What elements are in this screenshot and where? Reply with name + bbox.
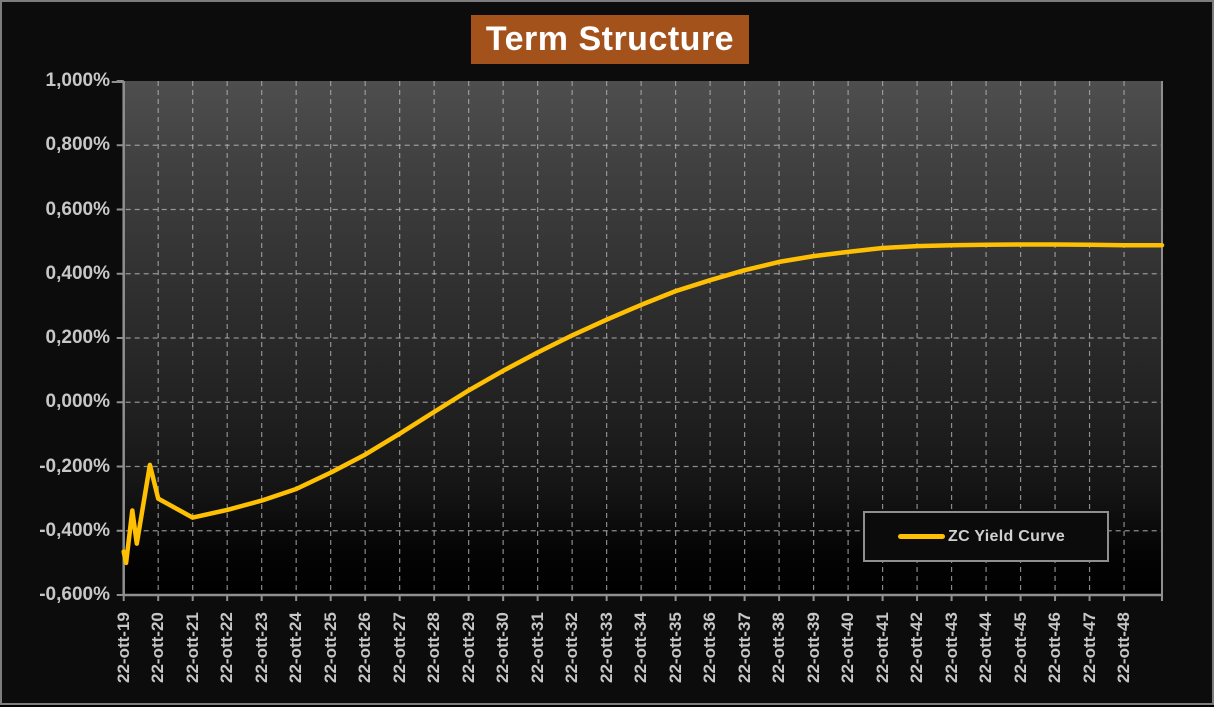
y-axis-label: 0,800% xyxy=(45,134,110,156)
gridlines xyxy=(125,81,1162,594)
x-axis-label: 22-ott-22 xyxy=(217,612,237,683)
y-axis-label: 0,000% xyxy=(45,391,110,413)
legend-label: ZC Yield Curve xyxy=(948,527,1066,545)
x-axis-label: 22-ott-29 xyxy=(458,612,478,683)
x-axis-label: 22-ott-40 xyxy=(838,612,858,683)
x-axis-label: 22-ott-33 xyxy=(596,612,616,683)
x-axis-label: 22-ott-36 xyxy=(700,612,720,683)
x-axis-label: 22-ott-46 xyxy=(1045,612,1065,683)
chart-title: Term Structure xyxy=(471,15,749,64)
x-axis-label: 22-ott-39 xyxy=(803,612,823,683)
y-axis-label: 1,000% xyxy=(45,70,110,91)
x-axis-label: 22-ott-43 xyxy=(941,612,961,683)
x-axis-label: 22-ott-45 xyxy=(1010,612,1030,683)
x-axis-label: 22-ott-23 xyxy=(251,612,271,683)
x-axis-label: 22-ott-41 xyxy=(872,612,892,683)
x-axis-label: 22-ott-24 xyxy=(286,612,306,683)
x-axis-label: 22-ott-19 xyxy=(113,612,133,683)
x-axis-label: 22-ott-48 xyxy=(1114,612,1134,683)
x-axis-label: 22-ott-26 xyxy=(355,612,375,683)
x-axis-label: 22-ott-47 xyxy=(1079,612,1099,683)
x-axis-label: 22-ott-27 xyxy=(389,612,409,683)
y-axis-label: -0,200% xyxy=(39,455,110,477)
y-axis-label: 0,600% xyxy=(45,198,110,220)
x-axis-label: 22-ott-31 xyxy=(527,612,547,683)
x-axis-label: 22-ott-21 xyxy=(182,612,202,683)
x-axis-label: 22-ott-42 xyxy=(907,612,927,683)
y-axis-label: 0,400% xyxy=(45,262,110,284)
axes xyxy=(111,80,1163,601)
y-axis-label: 0,200% xyxy=(45,327,110,348)
x-axis-label: 22-ott-28 xyxy=(424,612,444,683)
x-axis-label: 22-ott-35 xyxy=(665,612,685,683)
y-axis-label: -0,600% xyxy=(39,584,110,605)
x-axis-label: 22-ott-32 xyxy=(562,612,582,683)
legend-line-sample xyxy=(898,534,945,539)
x-axis-label: 22-ott-37 xyxy=(734,612,754,683)
x-axis-label: 22-ott-44 xyxy=(976,612,996,683)
y-axis-label: -0,400% xyxy=(39,519,110,541)
x-axis-label: 22-ott-20 xyxy=(148,612,168,683)
zc-yield-curve-line xyxy=(121,242,1165,566)
x-axis-label: 22-ott-34 xyxy=(631,612,651,683)
legend: ZC Yield Curve xyxy=(863,511,1109,562)
x-axis-label: 22-ott-38 xyxy=(769,612,789,683)
x-axis-label: 22-ott-30 xyxy=(493,612,513,683)
x-axis-label: 22-ott-25 xyxy=(320,612,340,683)
